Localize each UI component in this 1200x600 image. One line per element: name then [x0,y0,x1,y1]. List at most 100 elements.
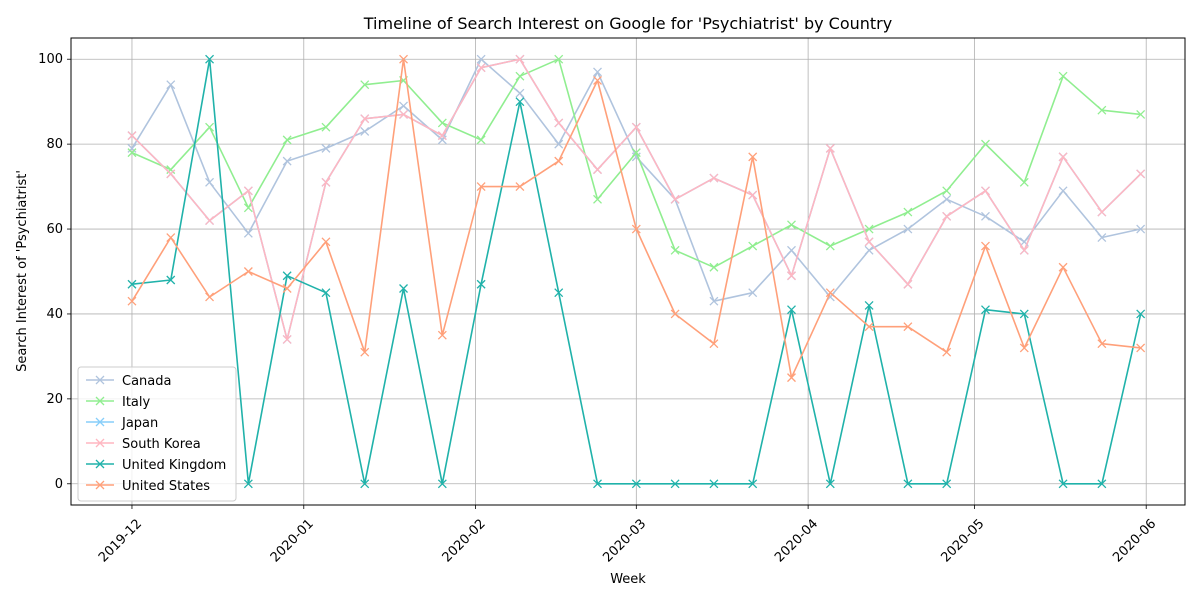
data-point-united-kingdom [205,54,215,64]
legend-marker [95,480,105,490]
data-point-united-kingdom [864,301,874,310]
data-point-united-states [399,54,408,64]
data-point-south-korea [360,114,370,124]
data-point-south-korea [1019,245,1029,255]
data-point-united-states [709,339,719,349]
data-point-south-korea [825,143,835,153]
legend-marker [95,459,105,469]
series-layer [127,54,1146,489]
legend-item: Italy [86,395,151,410]
data-point-italy [864,224,874,234]
data-point-united-states [670,309,680,319]
legend-label: South Korea [122,437,201,452]
legend-box [77,366,237,502]
data-point-italy [360,80,370,90]
data-point-canada [127,143,137,153]
data-point-south-korea [864,237,874,247]
data-point-united-states [437,330,447,340]
legend-item: Japan [86,416,158,431]
data-point-canada [205,177,215,187]
data-point-united-kingdom [437,479,447,489]
legend-label: Canada [122,374,171,389]
data-point-united-states [360,347,370,357]
data-point-canada [399,101,408,111]
data-point-italy [127,148,137,158]
data-point-italy [631,148,641,158]
data-point-south-korea [166,169,176,179]
y-tick-label: 20 [46,392,63,407]
data-point-south-korea [748,190,758,200]
y-tick-label: 100 [38,52,63,67]
data-point-canada [515,88,525,98]
legend-item: Canada [86,374,171,389]
data-point-italy [787,220,796,230]
data-point-italy [321,122,331,132]
data-point-south-korea [243,186,253,196]
data-point-united-kingdom [593,479,602,489]
data-point-united-states [1097,339,1107,349]
data-point-united-states [748,152,758,162]
data-point-italy [709,262,719,272]
data-point-italy [1097,105,1107,115]
data-point-united-kingdom [1136,309,1146,319]
data-point-united-states [981,241,990,251]
data-point-italy [670,245,680,255]
data-point-canada [243,228,253,238]
data-point-united-kingdom [476,279,486,289]
data-point-united-kingdom [709,479,719,489]
data-point-canada [1058,186,1068,196]
data-point-south-korea [709,173,719,183]
data-point-united-kingdom [787,305,796,315]
data-point-united-kingdom [554,288,564,298]
data-point-united-states [825,288,835,298]
data-point-united-states [942,347,952,357]
data-point-united-states [903,322,913,332]
data-point-united-kingdom [748,479,758,489]
data-point-south-korea [127,131,137,141]
data-point-italy [593,194,602,204]
data-point-united-kingdom [942,479,952,489]
series-italy [127,54,1146,272]
legend-marker [95,417,105,427]
data-point-canada [709,296,719,306]
data-point-united-kingdom [321,288,331,298]
data-point-united-states [787,373,796,383]
data-point-canada [864,245,874,255]
y-tick-label: 80 [46,137,63,152]
data-point-united-states [1058,262,1068,272]
y-axis-label: Search Interest of 'Psychiatrist' [15,170,30,372]
data-point-south-korea [1136,169,1146,179]
data-point-south-korea [1097,207,1107,217]
data-point-canada [282,156,292,166]
legend-label: Italy [122,395,151,410]
y-tick-label: 40 [46,307,63,322]
data-point-south-korea [593,165,602,175]
series-south-korea [127,54,1146,344]
legend-marker [95,396,105,406]
data-point-south-korea [942,211,952,221]
y-tick-label: 0 [55,477,63,492]
legend-label: Japan [121,416,158,431]
series-united-kingdom [127,54,1146,489]
legend-marker [95,375,105,385]
data-point-canada [748,288,758,298]
data-point-south-korea [554,118,564,128]
data-point-south-korea [515,54,525,64]
data-point-united-kingdom [282,271,292,281]
data-point-united-states [864,322,874,332]
data-point-canada [476,54,486,64]
data-point-united-states [476,182,486,192]
data-point-south-korea [670,194,680,204]
data-point-united-states [1136,343,1146,353]
legend-marker [95,438,105,448]
data-point-united-states [127,296,137,306]
plot-frame [70,37,1186,506]
legend-item: United States [86,479,210,494]
y-axis: 0 20 40 60 80 100 [38,52,71,492]
data-point-south-korea [981,186,990,196]
data-point-united-kingdom [1058,479,1068,489]
data-point-canada [787,245,796,255]
data-point-united-kingdom [631,479,641,489]
data-point-canada [903,224,913,234]
